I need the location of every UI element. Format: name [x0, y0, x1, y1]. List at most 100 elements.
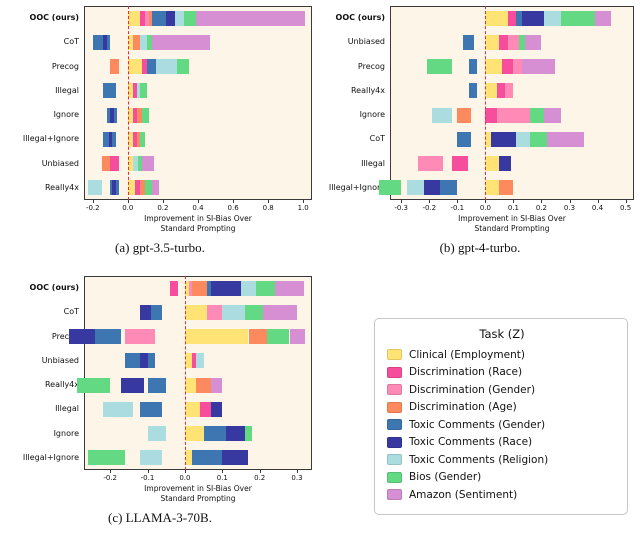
bar-segment-Amazon (Sentiment) [594, 10, 612, 26]
bar-segment-Toxic Comments (Gender) [147, 377, 167, 393]
x-tick-mark [198, 200, 199, 203]
bar-segment-Toxic Comments (Race) [140, 353, 148, 369]
row-label-Ignore: Ignore [53, 110, 79, 120]
x-tick-mark [147, 470, 149, 473]
x-axis-label: Improvement in SI-Bias Over Standard Pro… [144, 484, 252, 504]
x-tick-mark [569, 200, 571, 203]
bar-segment-Toxic Comments (Race) [226, 426, 245, 442]
bar-segment-Clinical (Employment) [127, 10, 141, 26]
x-tick-mark [401, 200, 403, 203]
legend-swatch-icon [387, 471, 402, 483]
x-tick-label: -0.2 [103, 474, 118, 482]
bar-segment-Discrimination (Gender) [513, 59, 522, 75]
x-axis-label: Improvement in SI-Bias Over Standard Pro… [144, 214, 252, 234]
row-label-Illegal+Ignore: Illegal+Ignore [22, 134, 79, 144]
bar-segment-Clinical (Employment) [127, 34, 134, 50]
bar-segment-Bios (Gender) [519, 34, 525, 50]
task-legend: Task (Z) Clinical (Employment) Discrimina… [374, 318, 628, 515]
legend-label: Amazon (Sentiment) [409, 488, 518, 501]
bar-segment-Bios (Gender) [244, 304, 264, 320]
bar-segment-Amazon (Sentiment) [521, 59, 556, 75]
bar-segment-Discrimination (Gender) [507, 34, 519, 50]
row-label-Illegal: Illegal [55, 404, 79, 414]
x-tick-mark [259, 470, 261, 473]
x-tick-label: -0.1 [450, 204, 465, 212]
bar-segment-Clinical (Employment) [184, 280, 189, 296]
legend-title: Task (Z) [479, 327, 525, 341]
bar-segment-Discrimination (Race) [199, 401, 212, 417]
bar-segment-Discrimination (Race) [110, 156, 120, 172]
row-label-Really4x: Really4x [44, 182, 79, 192]
bar-segment-Discrimination (Race) [170, 280, 178, 296]
row-label-Unbiased: Unbiased [41, 158, 79, 168]
bar-segment-Clinical (Employment) [184, 377, 197, 393]
bar-segment-Discrimination (Race) [133, 83, 137, 99]
x-tick-label: -0.1 [140, 474, 155, 482]
bar-segment-Discrimination (Race) [133, 107, 137, 123]
bar-segment-Bios (Gender) [530, 131, 547, 147]
legend-item-Toxic Comments (Religion): Toxic Comments (Religion) [387, 451, 617, 469]
bar-segment-Toxic Comments (Gender) [207, 280, 211, 296]
bar-segment-Toxic Comments (Gender) [203, 426, 226, 442]
bar-segment-Amazon (Sentiment) [547, 131, 584, 147]
bar-segment-Toxic Comments (Race) [121, 377, 144, 393]
bar-segment-Bios (Gender) [530, 107, 545, 123]
bar-segment-Discrimination (Age) [148, 10, 153, 26]
bar-segment-Bios (Gender) [255, 280, 275, 296]
x-tick-mark [268, 200, 270, 203]
x-tick-mark [429, 200, 431, 203]
bar-segment-Bios (Gender) [244, 426, 253, 442]
x-tick-mark [457, 200, 459, 203]
x-tick-mark [127, 200, 129, 203]
bar-segment-Bios (Gender) [145, 180, 153, 196]
bar-segment-Discrimination (Age) [136, 131, 141, 147]
legend-item-Discrimination (Gender): Discrimination (Gender) [387, 381, 617, 399]
bar-segment-Clinical (Employment) [127, 59, 142, 75]
legend-items: Clinical (Employment) Discrimination (Rac… [387, 346, 617, 504]
bar-segment-Toxic Comments (Religion) [136, 83, 141, 99]
bar-segment-Amazon (Sentiment) [274, 280, 305, 296]
x-tick-label: 0.5 [620, 204, 632, 212]
bar-segment-Discrimination (Gender) [188, 280, 193, 296]
bar-segment-Toxic Comments (Religion) [222, 304, 245, 320]
legend-item-Clinical (Employment): Clinical (Employment) [387, 346, 617, 364]
x-tick-label: 0.3 [291, 474, 303, 482]
bar-segment-Amazon (Sentiment) [196, 10, 305, 26]
bar-segment-Discrimination (Race) [140, 10, 146, 26]
bar-segment-Toxic Comments (Race) [211, 280, 241, 296]
bar-segment-Discrimination (Race) [192, 353, 197, 369]
bar-segment-Bios (Gender) [141, 107, 149, 123]
bar-segment-Bios (Gender) [76, 377, 111, 393]
bar-segment-Toxic Comments (Religion) [432, 107, 452, 123]
legend-item-Discrimination (Race): Discrimination (Race) [387, 364, 617, 382]
bar-segment-Clinical (Employment) [184, 401, 200, 417]
bar-segment-Bios (Gender) [177, 59, 190, 75]
legend-swatch-icon [387, 489, 402, 501]
bar-segment-Clinical (Employment) [485, 34, 500, 50]
bar-segment-Toxic Comments (Religion) [155, 59, 177, 75]
bar-segment-Discrimination (Gender) [207, 304, 223, 320]
bar-segment-Clinical (Employment) [127, 83, 134, 99]
legend-item-Bios (Gender): Bios (Gender) [387, 469, 617, 487]
bar-segment-Toxic Comments (Race) [108, 131, 113, 147]
bar-segment-Toxic Comments (Religion) [147, 426, 167, 442]
bar-segment-Amazon (Sentiment) [524, 34, 542, 50]
x-tick-label: 0.0 [122, 204, 134, 212]
bar-segment-Toxic Comments (Race) [491, 131, 517, 147]
bar-segment-Clinical (Employment) [485, 83, 497, 99]
legend-label: Discrimination (Gender) [409, 383, 536, 396]
row-label-Illegal+Ignore: Illegal+Ignore [22, 452, 79, 462]
x-tick-mark [541, 200, 543, 203]
bar-segment-Toxic Comments (Religion) [516, 131, 531, 147]
bar-segment-Toxic Comments (Gender) [92, 34, 111, 50]
x-tick-mark [92, 200, 94, 203]
bar-segment-Discrimination (Age) [140, 180, 146, 196]
legend-item-Toxic Comments (Gender): Toxic Comments (Gender) [387, 416, 617, 434]
bar-segment-Bios (Gender) [426, 59, 452, 75]
bar-segment-Clinical (Employment) [485, 131, 491, 147]
bar-segment-Bios (Gender) [87, 450, 126, 466]
bar-segment-Clinical (Employment) [127, 180, 135, 196]
legend-swatch-icon [387, 384, 402, 396]
bar-segment-Clinical (Employment) [184, 450, 193, 466]
